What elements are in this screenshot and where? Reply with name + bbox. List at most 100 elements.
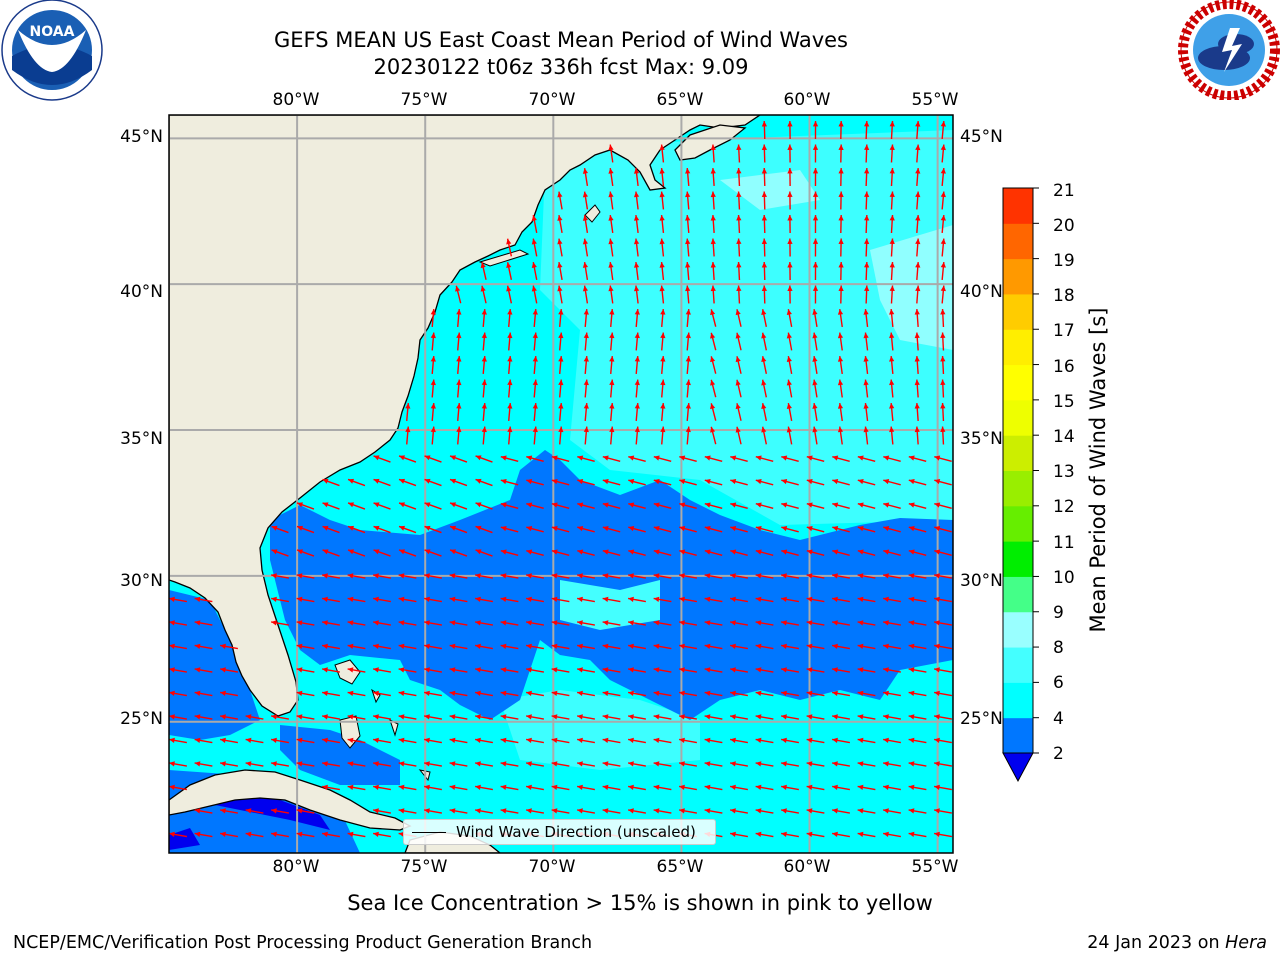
wave-direction-arrow: [736, 191, 742, 210]
wave-direction-arrow: [934, 667, 952, 673]
wave-direction-arrow: [507, 332, 513, 351]
wave-direction-arrow: [934, 808, 952, 814]
wave-direction-arrow: [456, 332, 462, 351]
wave-direction-arrow: [883, 714, 901, 720]
wave-direction-arrow: [475, 737, 493, 744]
wave-direction-arrow: [832, 831, 850, 838]
wave-direction-arrow: [634, 426, 640, 445]
chart-title: GEFS MEAN US East Coast Mean Period of W…: [274, 28, 848, 52]
wave-direction-arrow: [812, 356, 818, 374]
colorbar-tick-19: 19: [1053, 251, 1075, 271]
wave-direction-arrow: [322, 761, 340, 767]
wave-direction-arrow: [296, 549, 315, 557]
wave-direction-arrow: [883, 479, 901, 486]
y-tick-right-45n: 45°N: [960, 127, 1003, 147]
wave-direction-arrow: [679, 502, 697, 510]
wave-direction-arrow: [857, 690, 876, 697]
wave-direction-arrow: [832, 596, 850, 603]
wave-direction-arrow: [609, 355, 615, 375]
wave-direction-arrow: [583, 402, 589, 422]
wave-direction-arrow: [531, 215, 538, 233]
wave-direction-arrow: [710, 261, 716, 281]
wave-direction-arrow: [551, 573, 570, 579]
wave-direction-arrow: [736, 238, 742, 257]
wave-direction-arrow: [526, 526, 544, 533]
land-nova-scotia: [674, 124, 747, 161]
wave-direction-arrow: [679, 479, 697, 486]
wave-direction-arrow: [602, 502, 621, 510]
wave-direction-arrow: [526, 549, 544, 557]
wave-direction-arrow: [755, 643, 774, 650]
wave-direction-arrow: [883, 831, 901, 838]
wave-direction-arrow: [889, 379, 895, 398]
wave-direction-arrow: [934, 455, 952, 463]
wave-direction-arrow: [602, 643, 621, 650]
wave-direction-arrow: [500, 643, 519, 650]
wave-direction-arrow: [934, 690, 952, 697]
y-tick-right-30n: 30°N: [960, 571, 1003, 591]
wave-direction-arrow: [398, 667, 417, 673]
wave-direction-arrow: [608, 261, 614, 281]
wave-direction-arrow: [347, 549, 366, 557]
x-tick-top-60w: 60°W: [783, 90, 831, 110]
colorbar-frame: [1002, 187, 1034, 754]
wave-direction-arrow: [169, 831, 187, 838]
wave-direction-arrow: [557, 285, 563, 304]
wave-direction-arrow: [781, 596, 799, 603]
wave-direction-arrow: [653, 549, 672, 557]
legend-label: Wind Wave Direction (unscaled): [456, 823, 696, 841]
wave-direction-arrow: [940, 214, 946, 234]
wave-direction-arrow: [883, 573, 901, 579]
wave-direction-arrow: [609, 379, 615, 398]
colorbar-tick-20: 20: [1053, 216, 1075, 236]
wave-direction-arrow: [634, 355, 640, 375]
wave-direction-arrow: [532, 402, 538, 422]
wave-direction-arrow: [373, 808, 391, 814]
wave-direction-arrow: [934, 502, 952, 510]
wave-direction-arrow: [934, 831, 952, 838]
wave-direction-arrow: [704, 784, 723, 791]
wave-direction-arrow: [837, 332, 844, 351]
wave-direction-arrow: [653, 667, 672, 673]
x-tick-bottom-70w: 70°W: [528, 857, 576, 877]
wave-direction-arrow: [832, 714, 850, 720]
wave-direction-arrow: [786, 426, 793, 445]
wave-direction-arrow: [736, 285, 742, 304]
wave-direction-arrow: [628, 667, 646, 673]
wave-direction-arrow: [660, 402, 666, 422]
wave-direction-arrow: [755, 573, 774, 579]
colorbar-label: Mean Period of Wind Waves [s]: [1086, 307, 1110, 633]
wave-direction-arrow: [532, 332, 538, 351]
y-tick-left-35n: 35°N: [120, 429, 163, 449]
wave-direction-arrow: [812, 426, 818, 445]
wave-direction-arrow: [628, 690, 646, 697]
wave-direction-arrow: [781, 502, 799, 510]
wave-direction-arrow: [832, 784, 850, 791]
wave-direction-arrow: [679, 737, 697, 744]
wave-direction-arrow: [456, 426, 462, 445]
wave-direction-arrow: [557, 238, 563, 257]
wave-direction-arrow: [628, 502, 646, 510]
wave-direction-arrow: [908, 479, 927, 486]
y-tick-right-35n: 35°N: [960, 429, 1003, 449]
wave-direction-arrow: [500, 784, 519, 791]
wave-direction-arrow: [455, 285, 462, 304]
wave-direction-arrow: [347, 478, 366, 487]
wave-direction-arrow: [602, 690, 621, 697]
chart-subtitle: 20230122 t06z 336h fcst Max: 9.09: [373, 55, 749, 79]
wave-direction-arrow: [347, 690, 366, 697]
wave-direction-arrow: [761, 214, 767, 234]
wave-direction-arrow: [322, 549, 340, 557]
wave-direction-arrow: [296, 808, 315, 814]
colorbar: [1002, 187, 1039, 783]
wave-direction-arrow: [755, 714, 774, 720]
colorbar-tick-16: 16: [1053, 357, 1075, 377]
wave-direction-arrow: [398, 620, 417, 626]
wave-direction-arrow: [347, 596, 366, 603]
wave-direction-arrow: [373, 549, 391, 557]
wave-direction-arrow: [245, 808, 264, 814]
wave-direction-arrow: [296, 690, 315, 697]
wave-direction-arrow: [602, 479, 621, 486]
wave-direction-arrow: [806, 526, 825, 533]
wave-direction-arrow: [194, 690, 213, 697]
